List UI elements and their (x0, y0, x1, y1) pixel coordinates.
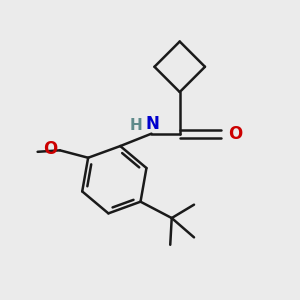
Text: O: O (43, 140, 58, 158)
Text: H: H (130, 118, 142, 133)
Text: O: O (228, 125, 242, 143)
Text: N: N (145, 115, 159, 133)
